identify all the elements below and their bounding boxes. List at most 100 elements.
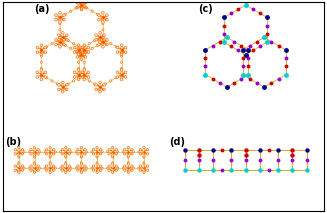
Circle shape [84,169,86,171]
Circle shape [102,29,104,31]
Circle shape [108,153,110,155]
Circle shape [102,21,104,23]
Circle shape [139,165,142,167]
Circle shape [84,2,86,4]
Circle shape [61,32,64,34]
Circle shape [30,165,32,167]
Circle shape [91,47,93,50]
Circle shape [53,148,55,151]
Circle shape [138,151,140,153]
Circle shape [61,169,63,171]
Circle shape [96,147,98,149]
Circle shape [51,43,53,45]
Circle shape [116,46,119,49]
Circle shape [39,151,41,153]
Circle shape [96,13,99,15]
Circle shape [65,147,67,149]
Circle shape [101,167,103,169]
Circle shape [49,156,51,158]
Circle shape [87,76,90,78]
Circle shape [73,80,75,82]
Circle shape [77,69,80,71]
Circle shape [37,153,39,155]
Circle shape [91,151,93,153]
Circle shape [80,156,82,158]
Circle shape [143,171,145,173]
Circle shape [53,165,55,167]
Circle shape [115,165,117,167]
Circle shape [131,165,133,167]
Circle shape [83,46,85,48]
Circle shape [99,169,102,171]
Circle shape [30,169,32,171]
Circle shape [77,44,80,47]
Circle shape [61,81,64,84]
Circle shape [61,165,63,167]
Circle shape [124,165,126,167]
Circle shape [76,56,79,58]
Circle shape [21,169,24,171]
Circle shape [37,165,39,167]
Circle shape [14,153,16,155]
Circle shape [146,169,149,171]
Circle shape [127,156,129,158]
Circle shape [146,153,149,155]
Circle shape [108,148,110,151]
Circle shape [99,41,101,43]
Circle shape [80,0,82,2]
Circle shape [106,18,108,21]
Circle shape [84,51,87,54]
Circle shape [116,71,119,74]
Circle shape [88,43,90,45]
Circle shape [28,151,30,153]
Circle shape [115,46,117,48]
Circle shape [79,71,82,74]
Circle shape [60,167,61,169]
Circle shape [87,46,90,49]
Circle shape [67,83,69,85]
Circle shape [65,171,67,173]
Circle shape [77,67,80,70]
Circle shape [96,162,98,164]
Circle shape [80,49,83,51]
Circle shape [117,151,119,153]
Circle shape [75,167,77,169]
Circle shape [81,46,84,49]
Circle shape [83,77,85,79]
Circle shape [88,80,90,82]
Circle shape [62,18,65,21]
Circle shape [55,43,57,46]
Circle shape [62,14,65,16]
Circle shape [115,148,117,151]
Circle shape [124,169,126,171]
Circle shape [45,46,48,48]
Circle shape [101,151,103,153]
Circle shape [120,69,123,71]
Circle shape [18,155,20,157]
Circle shape [102,23,104,25]
Circle shape [44,167,46,169]
Circle shape [83,55,85,57]
Circle shape [77,55,80,57]
Circle shape [77,78,80,81]
Circle shape [59,46,61,48]
Circle shape [76,51,79,54]
Circle shape [73,76,76,78]
Circle shape [56,83,59,85]
Circle shape [95,88,97,91]
Circle shape [92,153,95,155]
Circle shape [62,39,65,41]
Circle shape [40,69,43,71]
Circle shape [77,148,79,151]
Circle shape [49,155,51,157]
Circle shape [77,169,79,171]
Circle shape [33,163,36,165]
Circle shape [68,169,71,171]
Circle shape [14,165,16,167]
Circle shape [94,83,96,85]
Circle shape [67,39,69,42]
Circle shape [70,151,72,153]
Circle shape [84,6,86,8]
Circle shape [44,51,47,53]
Circle shape [40,44,43,47]
